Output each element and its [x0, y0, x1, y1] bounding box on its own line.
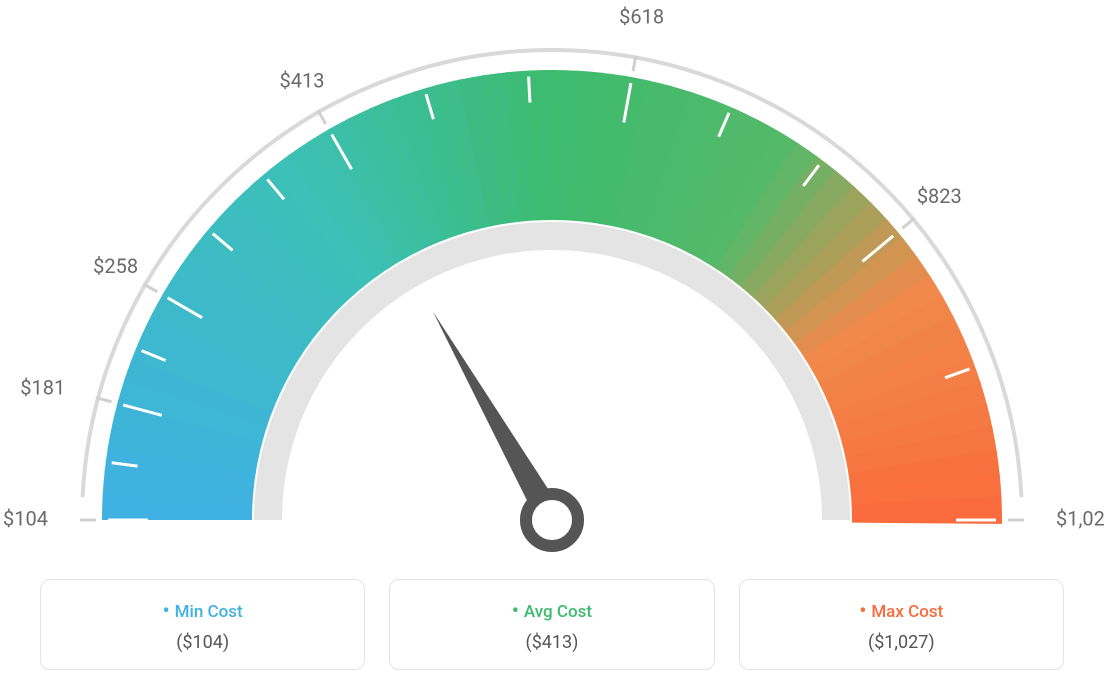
gauge-tick-label: $181 — [20, 376, 65, 400]
gauge-chart: $104 $181 $258 $413 $618 $823 $1,027 — [0, 0, 1104, 560]
gauge-tick-label: $618 — [619, 4, 664, 28]
legend-value-avg: ($413) — [390, 632, 713, 653]
gauge-tick-label: $104 — [3, 506, 48, 530]
gauge-tick-label: $823 — [917, 184, 962, 208]
legend-label-max: Max Cost — [740, 598, 1063, 622]
legend-label-min: Min Cost — [41, 598, 364, 622]
legend-card-max: Max Cost ($1,027) — [739, 579, 1064, 670]
legend-row: Min Cost ($104) Avg Cost ($413) Max Cost… — [40, 579, 1064, 670]
gauge-svg: $104 $181 $258 $413 $618 $823 $1,027 — [0, 0, 1104, 560]
legend-value-min: ($104) — [41, 632, 364, 653]
legend-card-avg: Avg Cost ($413) — [389, 579, 714, 670]
legend-value-max: ($1,027) — [740, 632, 1063, 653]
gauge-tick-label: $258 — [93, 254, 138, 278]
gauge-tick-label: $1,027 — [1056, 506, 1104, 530]
legend-label-avg: Avg Cost — [390, 598, 713, 622]
legend-card-min: Min Cost ($104) — [40, 579, 365, 670]
gauge-tick-label: $413 — [279, 69, 324, 93]
